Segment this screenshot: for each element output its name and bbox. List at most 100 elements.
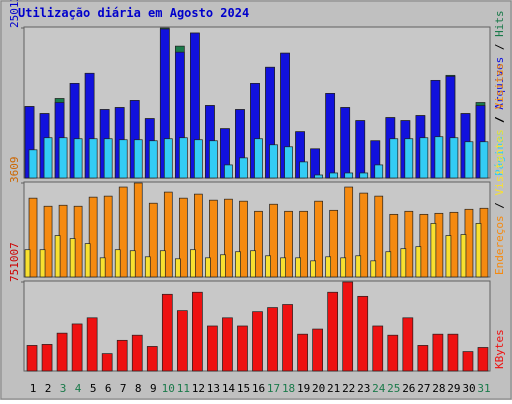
bar	[355, 120, 366, 179]
bar	[449, 137, 459, 179]
bar	[325, 256, 332, 278]
bar	[462, 351, 474, 372]
x-tick-label: 9	[150, 382, 157, 395]
chart-title: Utilização diária em Agosto 2024	[18, 6, 249, 20]
legend-label: Endereços	[493, 215, 506, 275]
legend-separator: /	[493, 196, 506, 216]
bar	[235, 251, 241, 278]
bar	[400, 248, 407, 278]
bar	[385, 251, 392, 278]
bar	[209, 199, 218, 278]
x-tick-label: 29	[447, 382, 460, 395]
bar	[58, 137, 68, 179]
x-tick-label: 1	[30, 382, 37, 395]
x-tick-label: 19	[297, 382, 310, 395]
x-tick-label: 7	[120, 382, 127, 395]
x-tick-label: 21	[327, 382, 340, 395]
bar	[402, 317, 414, 372]
legend: Endereços / Visitantes / Visitas	[493, 63, 506, 275]
bar	[148, 140, 158, 179]
x-tick-label: 30	[462, 382, 475, 395]
bar	[129, 250, 136, 278]
bar	[133, 182, 143, 278]
bar	[148, 202, 158, 278]
bar	[374, 195, 384, 278]
bar	[329, 172, 339, 179]
bar	[88, 196, 98, 278]
bar	[71, 323, 83, 372]
x-tick-label: 5	[90, 382, 97, 395]
bar	[73, 138, 83, 179]
bar	[374, 164, 384, 179]
x-tick-label: 23	[357, 382, 370, 395]
bar	[39, 249, 46, 278]
bar	[419, 137, 429, 179]
bar	[103, 195, 113, 278]
legend-label: Visitantes	[493, 129, 506, 195]
bar	[194, 139, 203, 179]
bar	[314, 174, 323, 179]
bar	[434, 136, 444, 179]
legend-separator: /	[493, 37, 506, 57]
y-tick-label: 250122	[8, 0, 21, 28]
bar	[417, 345, 429, 372]
bar	[41, 344, 53, 372]
x-tick-label: 13	[207, 382, 220, 395]
bar	[265, 255, 271, 278]
bar	[116, 339, 128, 372]
bar	[250, 250, 256, 278]
x-tick-label: 6	[105, 382, 112, 395]
x-tick-label: 14	[222, 382, 236, 395]
bar	[325, 93, 336, 179]
bar	[297, 333, 308, 372]
y-tick-label: 751007	[8, 242, 21, 282]
x-tick-label: 22	[342, 382, 355, 395]
x-tick-label: 3	[60, 382, 67, 395]
x-tick-label: 15	[237, 382, 250, 395]
bar	[161, 293, 173, 372]
bar	[118, 186, 128, 278]
legend-label: Páginas	[493, 130, 506, 176]
bar	[220, 254, 226, 278]
bar	[359, 172, 369, 179]
legend: KBytes	[493, 329, 506, 369]
x-tick-label: 12	[192, 382, 205, 395]
x-tick-label: 18	[282, 382, 295, 395]
bar	[430, 223, 437, 278]
bar	[477, 347, 489, 372]
bar	[445, 235, 452, 278]
bar	[460, 234, 467, 278]
bar	[359, 192, 369, 278]
bar	[192, 291, 203, 372]
bar	[163, 138, 173, 179]
bar	[284, 146, 293, 179]
bar	[280, 257, 286, 278]
bar	[310, 148, 320, 179]
x-tick-label: 20	[312, 382, 325, 395]
bar	[310, 260, 316, 278]
bar	[28, 149, 38, 179]
legend-label: Arquivos	[493, 57, 506, 110]
bar	[178, 197, 188, 278]
bar	[239, 157, 248, 179]
bar	[205, 257, 211, 278]
bar	[28, 197, 38, 278]
bar	[43, 137, 53, 179]
bar	[24, 249, 31, 278]
bar	[344, 172, 354, 179]
legend-label: KBytes	[493, 329, 506, 369]
bar	[282, 304, 293, 372]
x-tick-label: 28	[432, 382, 445, 395]
bar	[329, 209, 339, 278]
bar	[387, 334, 399, 372]
bar	[207, 325, 218, 372]
bar	[419, 213, 429, 278]
bar	[475, 223, 482, 278]
x-tick-label: 25	[387, 382, 400, 395]
bar	[340, 257, 347, 278]
bar	[103, 138, 113, 179]
bar	[222, 317, 233, 372]
x-tick-label: 31	[477, 382, 490, 395]
